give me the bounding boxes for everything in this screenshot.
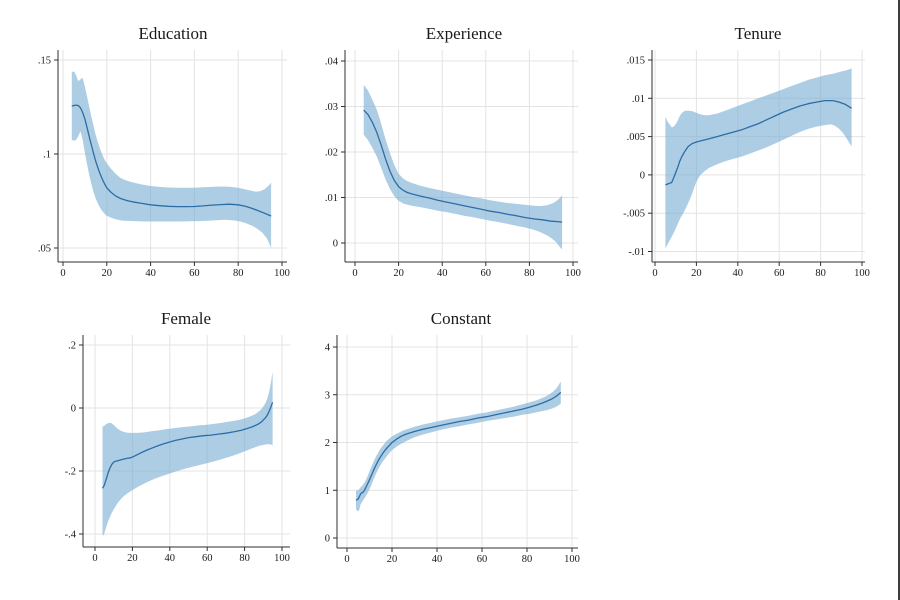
experience-y-tick-label: .04 xyxy=(325,57,339,68)
tenure-x-tick-label: 100 xyxy=(854,268,870,279)
constant-gridlines xyxy=(337,335,578,548)
tenure-coefficient-line xyxy=(665,99,852,186)
education-x-tick-label: 40 xyxy=(145,268,156,279)
female-x-tick-label: 80 xyxy=(239,553,250,564)
female-x-tick-label: 100 xyxy=(274,553,290,564)
education-x-tick-label: 60 xyxy=(189,268,200,279)
constant-confidence-band xyxy=(356,381,561,512)
tenure-y-tick-label: .015 xyxy=(627,56,645,67)
female-x-tick-label: 40 xyxy=(165,553,176,564)
education-panel-title: Education xyxy=(139,24,208,43)
experience-x-tick-label: 60 xyxy=(481,268,492,279)
experience-y-tick-label: 0 xyxy=(333,239,338,250)
tenure-x-tick-label: 20 xyxy=(691,268,702,279)
experience-x-tick-label: 20 xyxy=(393,268,404,279)
constant-y-tick-label: 1 xyxy=(325,486,330,497)
constant-x-tick-label: 0 xyxy=(344,554,349,565)
constant-axes xyxy=(333,335,578,552)
female-x-tick-label: 0 xyxy=(92,553,97,564)
female-coefficient-line xyxy=(101,402,274,489)
experience-x-tick-label: 80 xyxy=(524,268,535,279)
female-x-tick-label: 60 xyxy=(202,553,213,564)
female-y-tick-label: -.2 xyxy=(65,467,76,478)
education-x-tick-label: 0 xyxy=(60,268,65,279)
constant-y-tick-label: 3 xyxy=(325,390,330,401)
female-x-tick-label: 20 xyxy=(127,553,138,564)
experience-tick-labels: 0 .01 .02 .03 .04 0 20 40 60 80 100 xyxy=(325,57,581,280)
constant-panel-title: Constant xyxy=(431,309,492,328)
tenure-y-tick-label: 0 xyxy=(640,170,645,181)
experience-y-tick-label: .02 xyxy=(325,148,338,159)
constant-x-tick-label: 60 xyxy=(477,554,488,565)
tenure-x-tick-label: 40 xyxy=(733,268,744,279)
tenure-y-tick-label: .005 xyxy=(627,132,645,143)
panel-experience: 0 .01 .02 .03 .04 0 20 40 60 80 100 Experience xyxy=(325,24,581,279)
tenure-x-tick-label: 0 xyxy=(652,268,657,279)
education-y-tick-label: .05 xyxy=(38,244,51,255)
tenure-x-tick-label: 60 xyxy=(774,268,785,279)
female-panel-title: Female xyxy=(161,309,211,328)
education-y-tick-label: .15 xyxy=(38,56,51,67)
constant-x-tick-label: 100 xyxy=(564,554,580,565)
education-x-tick-label: 80 xyxy=(233,268,244,279)
education-tick-labels: .05 .1 .15 0 20 40 60 80 100 xyxy=(38,56,290,280)
constant-y-tick-label: 2 xyxy=(325,438,330,449)
female-y-tick-label: 0 xyxy=(71,404,76,415)
education-axes xyxy=(54,50,287,266)
education-y-tick-label: .1 xyxy=(43,150,51,161)
experience-x-tick-label: 100 xyxy=(565,268,581,279)
education-confidence-band xyxy=(71,71,272,248)
experience-coefficient-line xyxy=(363,109,563,223)
constant-coefficient-line xyxy=(355,391,562,501)
female-y-tick-label: -.4 xyxy=(65,530,77,541)
tenure-confidence-band xyxy=(665,68,852,249)
constant-x-tick-label: 40 xyxy=(432,554,443,565)
education-x-tick-label: 20 xyxy=(102,268,113,279)
window-right-border xyxy=(898,0,900,600)
constant-x-tick-label: 20 xyxy=(387,554,398,565)
panel-education: .05 .1 .15 0 20 40 60 80 100 Education xyxy=(38,24,290,279)
constant-y-tick-label: 4 xyxy=(325,343,331,354)
experience-axes xyxy=(341,50,578,266)
tenure-tick-labels: -.01 -.005 0 .005 .01 .015 0 20 40 60 80 100 xyxy=(623,56,870,280)
education-gridlines xyxy=(58,50,287,262)
female-confidence-band xyxy=(102,371,273,536)
constant-x-tick-label: 80 xyxy=(522,554,533,565)
education-x-tick-label: 100 xyxy=(274,268,290,279)
experience-y-tick-label: .01 xyxy=(325,193,338,204)
panel-female: -.4 -.2 0 .2 0 20 40 60 80 100 Female xyxy=(65,309,290,564)
female-tick-labels: -.4 -.2 0 .2 0 20 40 60 80 100 xyxy=(65,341,290,565)
experience-x-tick-label: 0 xyxy=(352,268,357,279)
female-axes xyxy=(79,335,290,551)
tenure-y-tick-label: .01 xyxy=(632,94,645,105)
female-y-tick-label: .2 xyxy=(68,341,76,352)
experience-x-tick-label: 40 xyxy=(437,268,448,279)
experience-confidence-band xyxy=(363,84,563,250)
experience-y-tick-label: .03 xyxy=(325,102,338,113)
experience-panel-title: Experience xyxy=(426,24,502,43)
tenure-y-tick-label: -.005 xyxy=(623,209,645,220)
constant-y-tick-label: 0 xyxy=(325,534,330,545)
panel-tenure: -.01 -.005 0 .005 .01 .015 0 20 40 60 80 100 Tenure xyxy=(623,24,870,279)
education-coefficient-line xyxy=(71,104,272,217)
tenure-panel-title: Tenure xyxy=(735,24,782,43)
tenure-x-tick-label: 80 xyxy=(815,268,826,279)
tenure-axes xyxy=(648,50,865,266)
tenure-y-tick-label: -.01 xyxy=(628,247,645,258)
